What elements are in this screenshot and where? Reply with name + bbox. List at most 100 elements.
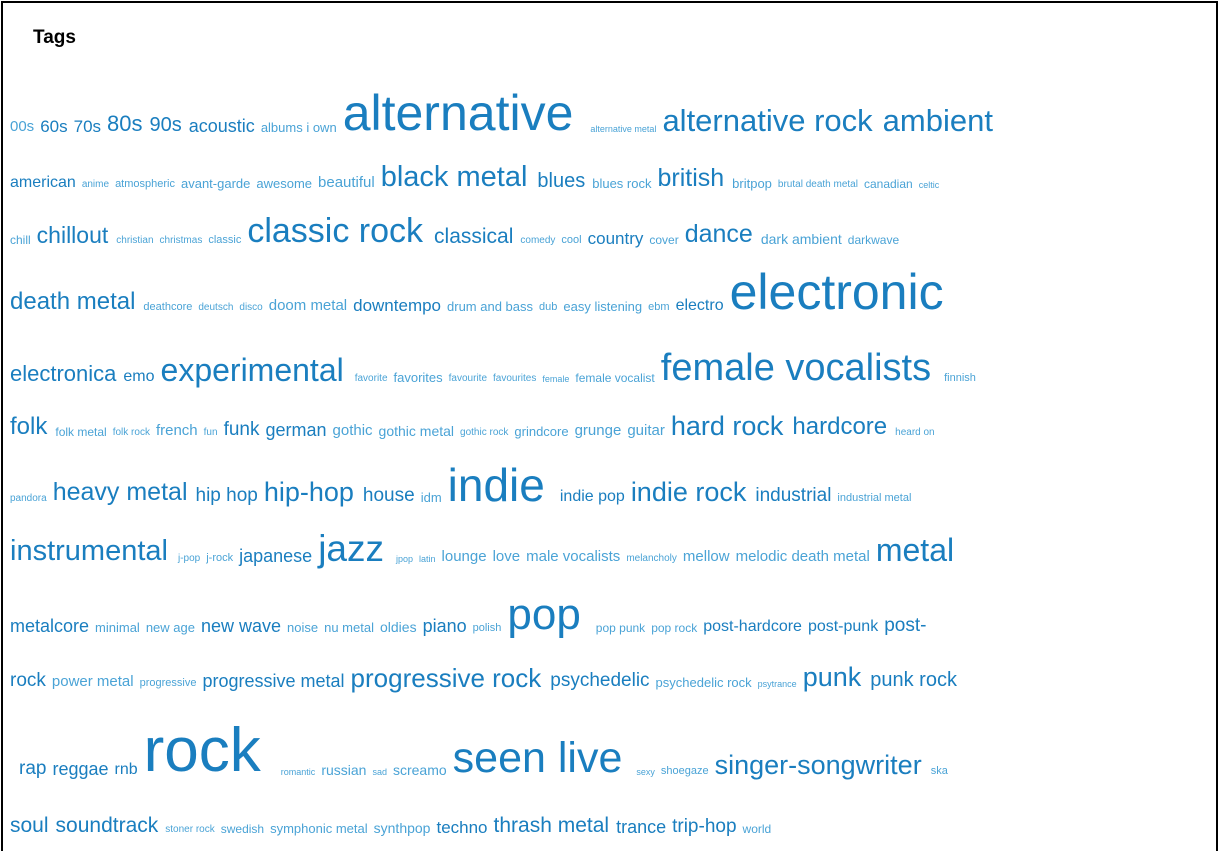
tag-link-experimental[interactable]: experimental	[161, 354, 344, 386]
tag-link-pop[interactable]: pop	[507, 593, 580, 637]
tag-link-indie[interactable]: indie	[448, 462, 545, 508]
tag-link-acoustic[interactable]: acoustic	[189, 117, 255, 135]
tag-link-romantic[interactable]: romantic	[281, 768, 316, 777]
tag-link-emo[interactable]: emo	[123, 369, 154, 385]
tag-link-brutal-death-metal[interactable]: brutal death metal	[778, 180, 858, 190]
tag-link-techno[interactable]: techno	[436, 819, 487, 836]
tag-link-melancholy[interactable]: melancholy	[626, 554, 677, 564]
tag-link-stoner-rock[interactable]: stoner rock	[165, 825, 214, 835]
tag-link-psytrance[interactable]: psytrance	[758, 680, 797, 689]
tag-link-latin[interactable]: latin	[419, 555, 436, 564]
tag-link-female-vocalists[interactable]: female vocalists	[661, 349, 931, 387]
tag-link-polish[interactable]: polish	[473, 623, 502, 634]
tag-link-ska[interactable]: ska	[931, 766, 948, 777]
tag-link-screamo[interactable]: screamo	[393, 763, 447, 777]
tag-link-heard-on[interactable]: heard on	[895, 428, 934, 438]
tag-link-deutsch[interactable]: deutsch	[198, 303, 233, 313]
tag-link-funk[interactable]: funk	[224, 420, 260, 439]
tag-link-swedish[interactable]: swedish	[221, 823, 264, 835]
tag-link-gothic-metal[interactable]: gothic metal	[379, 424, 454, 438]
tag-link-post[interactable]: post-	[884, 616, 926, 635]
tag-link-soul[interactable]: soul	[10, 815, 49, 836]
tag-link-new-age[interactable]: new age	[146, 621, 195, 634]
tag-link-trance[interactable]: trance	[616, 818, 666, 836]
tag-link-indie-rock[interactable]: indie rock	[631, 479, 747, 506]
tag-link-80s[interactable]: 80s	[107, 113, 142, 135]
tag-link-hip-hop[interactable]: hip-hop	[264, 479, 354, 506]
tag-link-dark-ambient[interactable]: dark ambient	[761, 232, 842, 246]
tag-link-ambient[interactable]: ambient	[883, 105, 993, 136]
tag-link-minimal[interactable]: minimal	[95, 621, 140, 634]
tag-link-love[interactable]: love	[493, 549, 521, 564]
tag-link-shoegaze[interactable]: shoegaze	[661, 766, 709, 777]
tag-link-blues[interactable]: blues	[537, 171, 585, 191]
tag-link-psychedelic-rock[interactable]: psychedelic rock	[656, 676, 752, 689]
tag-link-post-punk[interactable]: post-punk	[808, 619, 878, 635]
tag-link-easy-listening[interactable]: easy listening	[563, 300, 642, 313]
tag-link-french[interactable]: french	[156, 423, 198, 438]
tag-link-90s[interactable]: 90s	[150, 115, 182, 135]
tag-link-thrash-metal[interactable]: thrash metal	[494, 815, 610, 836]
tag-link-soundtrack[interactable]: soundtrack	[56, 815, 159, 836]
tag-link-seen-live[interactable]: seen live	[453, 737, 623, 780]
tag-link-german[interactable]: german	[265, 421, 326, 439]
tag-link-celtic[interactable]: celtic	[919, 181, 940, 190]
tag-link-power-metal[interactable]: power metal	[52, 674, 134, 689]
tag-link-sad[interactable]: sad	[372, 768, 387, 777]
tag-link-folk[interactable]: folk	[10, 415, 47, 439]
tag-link-finnish[interactable]: finnish	[944, 373, 976, 384]
tag-link-singer-songwriter[interactable]: singer-songwriter	[715, 752, 922, 779]
tag-link-00s[interactable]: 00s	[10, 119, 34, 134]
tag-link-christian[interactable]: christian	[116, 236, 153, 246]
tag-link-lounge[interactable]: lounge	[442, 549, 487, 564]
tag-link-beautiful[interactable]: beautiful	[318, 175, 375, 190]
tag-link-pop-punk[interactable]: pop punk	[596, 622, 645, 634]
tag-link-rock[interactable]: rock	[10, 671, 46, 690]
tag-link-j-rock[interactable]: j-rock	[206, 553, 233, 564]
tag-link-punk-rock[interactable]: punk rock	[870, 670, 957, 690]
tag-link-pop-rock[interactable]: pop rock	[651, 622, 697, 634]
tag-link-blues-rock[interactable]: blues rock	[592, 177, 651, 190]
tag-link-male-vocalists[interactable]: male vocalists	[526, 549, 620, 564]
tag-link-metal[interactable]: metal	[876, 534, 954, 566]
tag-link-world[interactable]: world	[743, 823, 772, 835]
tag-link-alternative[interactable]: alternative	[343, 88, 574, 138]
tag-link-synthpop[interactable]: synthpop	[374, 821, 431, 835]
tag-link-alternative-rock[interactable]: alternative rock	[662, 105, 872, 136]
tag-link-grindcore[interactable]: grindcore	[514, 425, 568, 438]
tag-link-rock[interactable]: rock	[144, 720, 261, 782]
tag-link-dance[interactable]: dance	[685, 222, 753, 247]
tag-link-reggae[interactable]: reggae	[52, 760, 108, 778]
tag-link-industrial-metal[interactable]: industrial metal	[837, 493, 911, 504]
tag-link-alternative-metal[interactable]: alternative metal	[590, 125, 656, 134]
tag-link-jazz[interactable]: jazz	[318, 530, 384, 567]
tag-link-awesome[interactable]: awesome	[256, 177, 312, 190]
tag-link-gothic-rock[interactable]: gothic rock	[460, 428, 508, 438]
tag-link-symphonic-metal[interactable]: symphonic metal	[270, 822, 368, 835]
tag-link-favorites[interactable]: favorites	[394, 371, 443, 384]
tag-link-j-pop[interactable]: j-pop	[178, 554, 200, 564]
tag-link-country[interactable]: country	[588, 230, 644, 247]
tag-link-idm[interactable]: idm	[421, 491, 442, 504]
tag-link-hip-hop[interactable]: hip hop	[196, 486, 258, 505]
tag-link-chill[interactable]: chill	[10, 234, 31, 246]
tag-link-favourites[interactable]: favourites	[493, 374, 536, 384]
tag-link-rnb[interactable]: rnb	[115, 762, 138, 778]
tag-link-post-hardcore[interactable]: post-hardcore	[703, 619, 802, 635]
tag-link-classical[interactable]: classical	[434, 226, 513, 247]
tag-link-piano[interactable]: piano	[423, 617, 467, 635]
tag-link-albums-i-own[interactable]: albums i own	[261, 121, 337, 134]
tag-link-pandora[interactable]: pandora	[10, 494, 47, 504]
tag-link-avant-garde[interactable]: avant-garde	[181, 177, 250, 190]
tag-link-hard-rock[interactable]: hard rock	[671, 413, 784, 440]
tag-link-favourite[interactable]: favourite	[449, 374, 487, 384]
tag-link-favorite[interactable]: favorite	[355, 374, 388, 384]
tag-link-noise[interactable]: noise	[287, 621, 318, 634]
tag-link-deathcore[interactable]: deathcore	[143, 302, 192, 313]
tag-link-ebm[interactable]: ebm	[648, 302, 669, 313]
tag-link-doom-metal[interactable]: doom metal	[269, 298, 347, 313]
tag-link-electronic[interactable]: electronic	[730, 267, 944, 317]
tag-link-house[interactable]: house	[363, 486, 415, 505]
tag-link-atmospheric[interactable]: atmospheric	[115, 179, 175, 190]
tag-link-christmas[interactable]: christmas	[160, 236, 203, 246]
